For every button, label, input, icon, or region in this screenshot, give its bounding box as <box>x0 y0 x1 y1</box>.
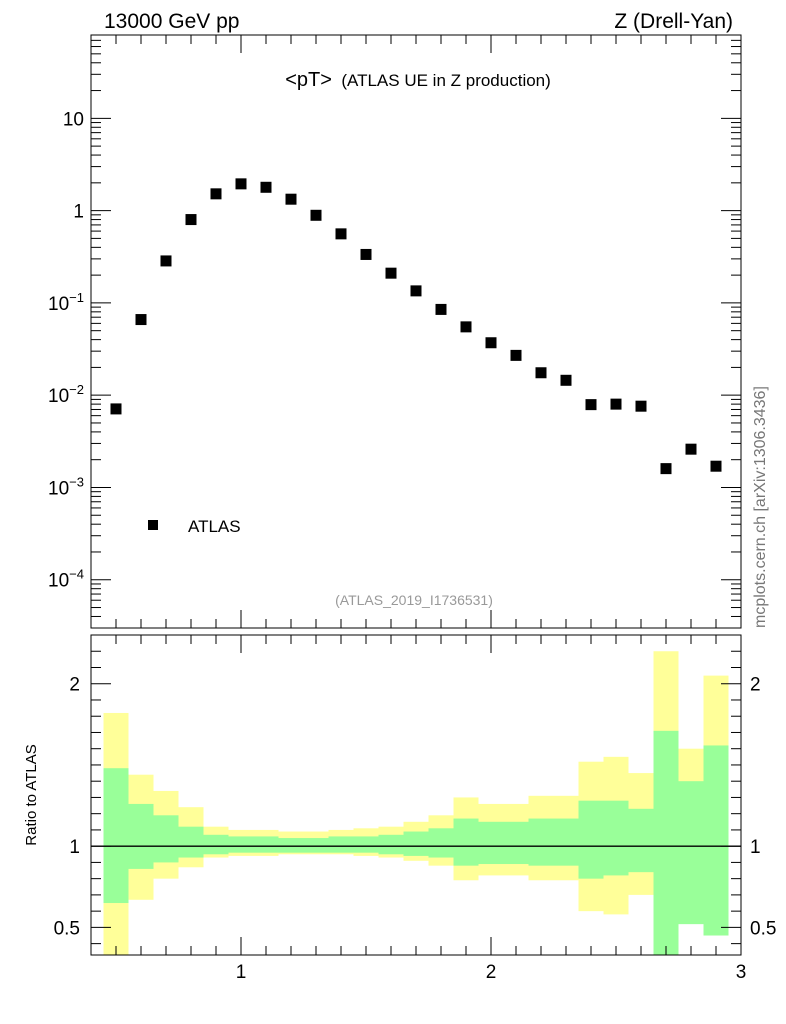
stat-uncertainty-bin <box>253 836 279 853</box>
data-point <box>310 209 322 221</box>
header-left-label: 13000 GeV pp <box>104 10 239 33</box>
legend-marker <box>148 520 158 530</box>
ratio-y-tick-label: 2 <box>69 675 80 696</box>
stat-uncertainty-bin <box>378 834 404 855</box>
legend-label: ATLAS <box>188 517 241 536</box>
stat-uncertainty-bin <box>228 836 254 853</box>
stat-uncertainty-bin <box>328 836 354 853</box>
ratio-y-tick-label-right: 0.5 <box>750 918 776 939</box>
data-point <box>410 285 422 297</box>
analysis-id-label: (ATLAS_2019_I1736531) <box>335 592 493 608</box>
x-tick-label: 2 <box>486 962 497 983</box>
stat-uncertainty-bin <box>103 768 129 904</box>
data-point <box>585 399 597 411</box>
stat-uncertainty-bin <box>528 818 554 866</box>
chart-title: <pT> (ATLAS UE in Z production) <box>285 69 551 91</box>
y-tick-label: 10−3 <box>48 474 84 499</box>
x-tick-label: 1 <box>236 962 247 983</box>
y-tick-label: 10−4 <box>48 567 84 592</box>
data-point <box>160 255 172 267</box>
data-point <box>685 443 697 455</box>
ratio-ylabel: Ratio to ATLAS <box>23 744 40 845</box>
data-point <box>635 400 647 412</box>
data-point <box>460 321 472 333</box>
data-point <box>660 463 672 475</box>
data-point <box>435 303 447 315</box>
stat-uncertainty-bin <box>453 818 479 866</box>
data-point <box>510 349 522 361</box>
stat-uncertainty-bin <box>353 836 379 853</box>
ratio-y-tick-label: 0.5 <box>54 918 80 939</box>
top-frame <box>90 34 742 629</box>
stat-uncertainty-bin <box>203 834 229 855</box>
ratio-y-tick-label: 1 <box>69 837 80 858</box>
side-label: mcplots.cern.ch [arXiv:1306.3436] <box>752 386 769 628</box>
data-point <box>135 314 147 326</box>
x-tick-label: 3 <box>736 962 747 983</box>
stat-uncertainty-bin <box>603 800 629 876</box>
stat-uncertainty-bin <box>178 826 204 858</box>
stat-uncertainty-bin <box>303 838 329 853</box>
y-tick-label: 10−1 <box>48 290 84 315</box>
header-right-label: Z (Drell-Yan) <box>614 10 733 33</box>
stat-uncertainty-bin <box>153 815 179 863</box>
stat-uncertainty-bin <box>478 821 504 865</box>
data-point <box>360 248 372 260</box>
stat-uncertainty-bin <box>653 730 679 955</box>
data-point <box>485 337 497 349</box>
data-point <box>235 178 247 190</box>
data-point <box>535 367 547 379</box>
y-tick-label: 10−2 <box>48 382 84 407</box>
stat-uncertainty-bin <box>703 745 729 936</box>
stat-uncertainty-bin <box>278 838 304 853</box>
ratio-y-tick-label-right: 1 <box>750 837 761 858</box>
y-tick-label: 1 <box>73 202 84 223</box>
data-point <box>610 398 622 410</box>
stat-uncertainty-bin <box>503 821 529 865</box>
stat-uncertainty-bin <box>678 781 704 925</box>
data-point <box>710 460 722 472</box>
chart-title-main: <pT> <box>285 69 332 91</box>
chart-title-sub: (ATLAS UE in Z production) <box>341 71 550 90</box>
data-point <box>185 214 197 226</box>
y-tick-label: 10 <box>63 109 84 130</box>
ratio-y-tick-label-right: 2 <box>750 675 761 696</box>
data-point <box>335 228 347 240</box>
stat-uncertainty-bin <box>553 818 579 866</box>
stat-uncertainty-bin <box>428 828 454 858</box>
data-point <box>560 374 572 386</box>
stat-uncertainty-bin <box>578 800 604 879</box>
data-point <box>110 403 122 415</box>
stat-uncertainty-bin <box>628 808 654 873</box>
data-point <box>285 193 297 205</box>
stat-uncertainty-bin <box>403 831 429 856</box>
data-point <box>210 188 222 200</box>
data-point <box>385 267 397 279</box>
stat-uncertainty-bin <box>128 803 154 869</box>
data-point <box>260 181 272 193</box>
